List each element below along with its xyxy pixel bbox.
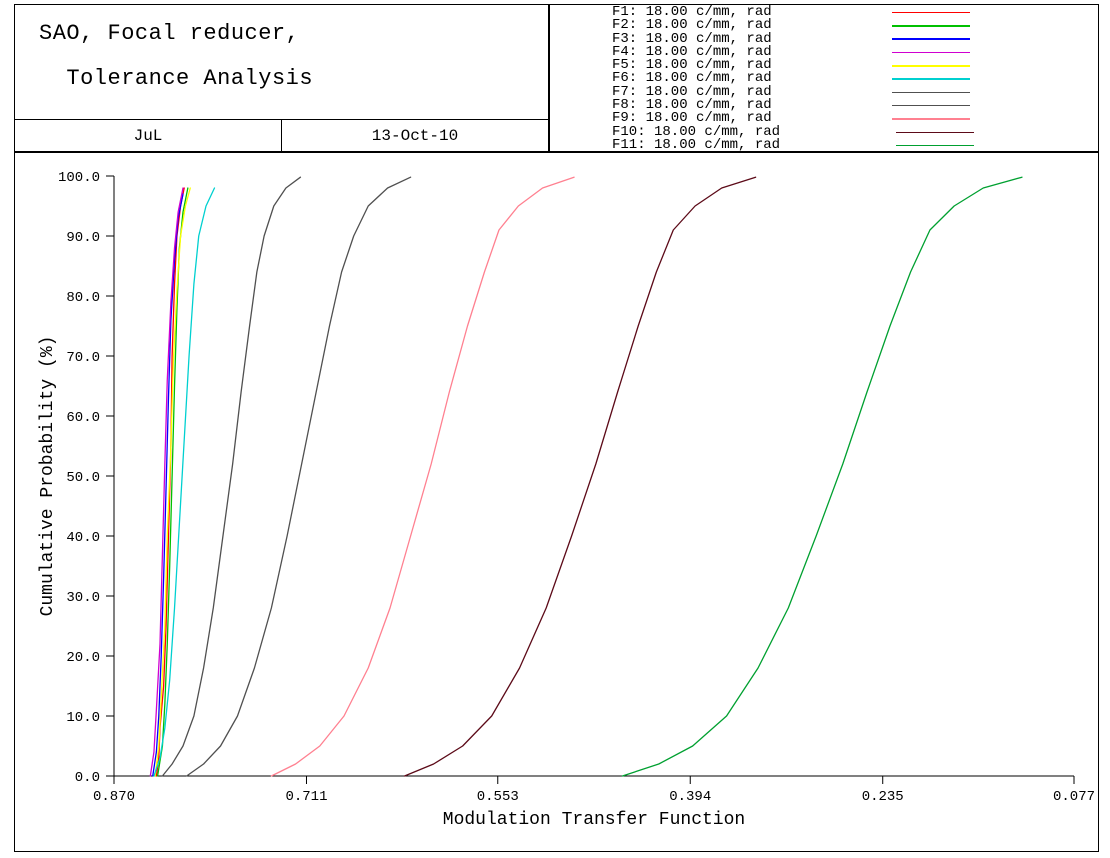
legend-swatch: [772, 105, 1090, 107]
page-container: SAO, Focal reducer, Tolerance Analysis J…: [0, 0, 1110, 858]
legend-label: F11: 18.00 c/mm, rad: [612, 139, 780, 152]
legend-row: F11: 18.00 c/mm, rad: [612, 139, 1090, 152]
legend-swatch: [772, 38, 1090, 40]
x-tick-label: 0.235: [862, 789, 904, 805]
title-line2-text: Tolerance Analysis: [66, 66, 313, 91]
x-tick-label: 0.553: [477, 789, 519, 805]
y-tick-label: 30.0: [66, 590, 100, 606]
x-tick-label: 0.394: [669, 789, 711, 805]
series-F10: [405, 177, 756, 776]
legend-swatch: [772, 92, 1090, 94]
legend-box: F1: 18.00 c/mm, radF2: 18.00 c/mm, radF3…: [549, 4, 1099, 152]
legend-swatch: [772, 65, 1090, 67]
mtf-chart: 0.0 10.0 20.0 30.0 40.0 50.0 60.0 70.0 80.0 90.0 1…: [14, 152, 1099, 852]
series-F8: [187, 177, 411, 776]
y-tick-label: 90.0: [66, 230, 100, 246]
meta-author: JuL: [15, 120, 282, 151]
legend-swatch: [772, 12, 1090, 14]
x-axis-label: Modulation Transfer Function: [443, 810, 745, 830]
x-tick-label: 0.711: [285, 789, 327, 805]
y-tick-label: 0.0: [75, 770, 100, 786]
meta-row: JuL 13-Oct-10: [15, 119, 548, 151]
title-area: SAO, Focal reducer, Tolerance Analysis: [15, 5, 548, 115]
series-F11: [622, 177, 1021, 776]
y-tick-label: 80.0: [66, 290, 100, 306]
x-tick-label: 0.077: [1053, 789, 1095, 805]
legend-swatch: [772, 78, 1090, 80]
y-tick-label: 20.0: [66, 650, 100, 666]
y-tick-label: 10.0: [66, 710, 100, 726]
x-tick-label: 0.870: [93, 789, 135, 805]
legend-swatch: [780, 145, 1090, 147]
header-box: SAO, Focal reducer, Tolerance Analysis J…: [14, 4, 549, 152]
y-tick-label: 40.0: [66, 530, 100, 546]
meta-date: 13-Oct-10: [282, 120, 548, 151]
series-F9: [271, 177, 574, 776]
y-tick-label: 50.0: [66, 470, 100, 486]
title-line2: Tolerance Analysis: [39, 66, 540, 91]
y-tick-label: 70.0: [66, 350, 100, 366]
legend-swatch: [772, 52, 1090, 54]
title-line1: SAO, Focal reducer,: [39, 21, 540, 46]
y-tick-label: 100.0: [58, 170, 100, 186]
legend-swatch: [772, 25, 1090, 27]
series-F7: [162, 177, 300, 776]
legend-swatch: [780, 132, 1090, 134]
legend-swatch: [772, 118, 1090, 120]
y-axis-label: Cumulative Probability (%): [38, 336, 58, 617]
y-tick-label: 60.0: [66, 410, 100, 426]
